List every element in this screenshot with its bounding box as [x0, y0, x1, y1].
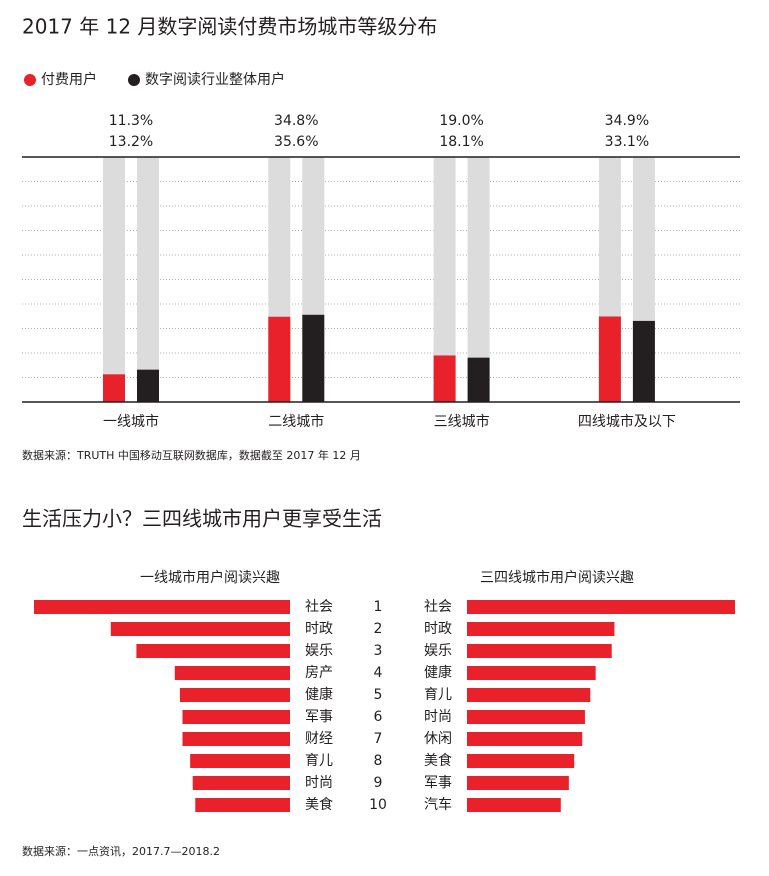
value-label: 33.1% [605, 134, 649, 150]
bar-track [467, 157, 490, 402]
bar [302, 314, 325, 402]
chart-title: 2017 年 12 月数字阅读付费市场城市等级分布 [22, 15, 437, 39]
category-label: 健康 [424, 664, 452, 681]
bar [182, 732, 290, 746]
value-label: 34.8% [274, 113, 318, 129]
category-label: 汽车 [424, 796, 452, 813]
bar [174, 666, 290, 680]
category-label: 美食 [424, 752, 452, 769]
rank-label: 8 [374, 753, 383, 769]
source-note: 数据来源：一点资讯，2017.7—2018.2 [22, 844, 220, 858]
x-tick-label: 四线城市及以下 [578, 413, 676, 430]
x-tick-label: 二线城市 [268, 413, 324, 430]
rank-label: 10 [369, 797, 387, 813]
bar [632, 320, 655, 402]
category-label: 育儿 [305, 753, 333, 769]
x-tick-label: 一线城市 [103, 413, 159, 430]
legend-swatch [24, 74, 36, 86]
legend-label: 数字阅读行业整体用户 [145, 71, 285, 88]
bar [467, 732, 583, 746]
value-label: 35.6% [274, 134, 318, 150]
bar [34, 600, 290, 614]
bar [467, 666, 596, 680]
bar [467, 688, 591, 702]
category-label: 财经 [305, 731, 333, 747]
chart-title: 生活压力小？三四线城市用户更享受生活 [22, 507, 382, 531]
category-label: 时尚 [424, 709, 452, 725]
source-note: 数据来源：TRUTH 中国移动互联网数据库，数据截至 2017 年 12 月 [22, 448, 361, 462]
bar [268, 316, 291, 402]
category-label: 美食 [305, 796, 333, 813]
value-label: 11.3% [109, 113, 153, 129]
category-label: 健康 [305, 686, 333, 703]
category-label: 时政 [305, 621, 333, 637]
rank-label: 5 [374, 687, 383, 703]
category-label: 房产 [305, 665, 333, 681]
bar [182, 710, 290, 724]
bar [137, 369, 159, 402]
rank-label: 7 [374, 731, 383, 747]
category-label: 娱乐 [424, 643, 452, 659]
category-label: 育儿 [424, 687, 452, 703]
x-tick-label: 三线城市 [434, 413, 490, 430]
legend-label: 付费用户 [41, 71, 97, 88]
panel-label: 一线城市用户阅读兴趣 [140, 569, 280, 586]
value-label: 13.2% [109, 134, 153, 150]
rank-label: 9 [374, 775, 383, 791]
bar-track [433, 157, 456, 402]
bar [467, 600, 735, 614]
bar [467, 357, 490, 402]
bar [467, 798, 561, 812]
value-label: 18.1% [439, 134, 483, 150]
value-label: 34.9% [605, 113, 649, 129]
bar [195, 798, 290, 812]
rank-label: 6 [374, 709, 383, 725]
legend-swatch [128, 74, 140, 86]
bar [598, 316, 621, 402]
bar [467, 710, 585, 724]
bar [467, 754, 575, 768]
category-label: 娱乐 [305, 643, 333, 659]
category-label: 社会 [305, 599, 333, 615]
bar [103, 374, 125, 402]
bar-track [137, 157, 159, 402]
bar [136, 644, 290, 658]
rank-label: 3 [374, 643, 383, 659]
category-label: 社会 [424, 599, 452, 615]
bar-track [103, 157, 125, 402]
category-label: 时尚 [305, 775, 333, 791]
bar [467, 776, 569, 790]
category-label: 军事 [424, 775, 452, 791]
category-label: 休闲 [424, 731, 452, 747]
rank-label: 1 [374, 599, 383, 615]
panel-label: 三四线城市用户阅读兴趣 [480, 569, 634, 586]
category-label: 军事 [305, 709, 333, 725]
bar [192, 776, 290, 790]
bar [467, 622, 615, 636]
bar [467, 644, 612, 658]
bar [179, 688, 290, 702]
rank-label: 4 [374, 665, 383, 681]
bar [433, 355, 456, 402]
bar [190, 754, 290, 768]
rank-label: 2 [374, 621, 383, 637]
value-label: 19.0% [439, 113, 483, 129]
bar [110, 622, 290, 636]
category-label: 时政 [424, 621, 452, 637]
